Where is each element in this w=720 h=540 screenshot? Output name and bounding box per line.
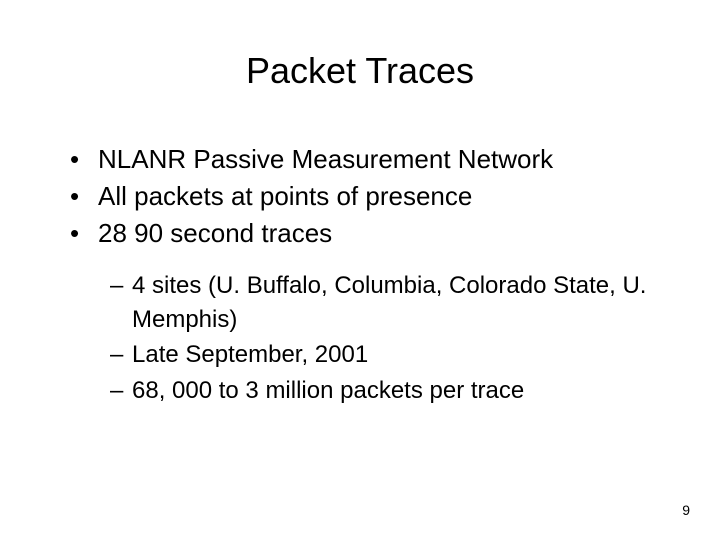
main-bullet-list: NLANR Passive Measurement Network All pa… [70,142,660,251]
bullet-item: NLANR Passive Measurement Network [70,142,660,177]
bullet-item: All packets at points of presence [70,179,660,214]
slide-title: Packet Traces [60,50,660,92]
sub-bullet-list: 4 sites (U. Buffalo, Columbia, Colorado … [110,269,660,407]
sub-bullet-item: Late September, 2001 [110,338,660,372]
slide-container: Packet Traces NLANR Passive Measurement … [0,0,720,540]
sub-bullet-item: 4 sites (U. Buffalo, Columbia, Colorado … [110,269,660,336]
sub-bullet-item: 68, 000 to 3 million packets per trace [110,374,660,408]
page-number: 9 [682,502,690,518]
bullet-item: 28 90 second traces [70,216,660,251]
